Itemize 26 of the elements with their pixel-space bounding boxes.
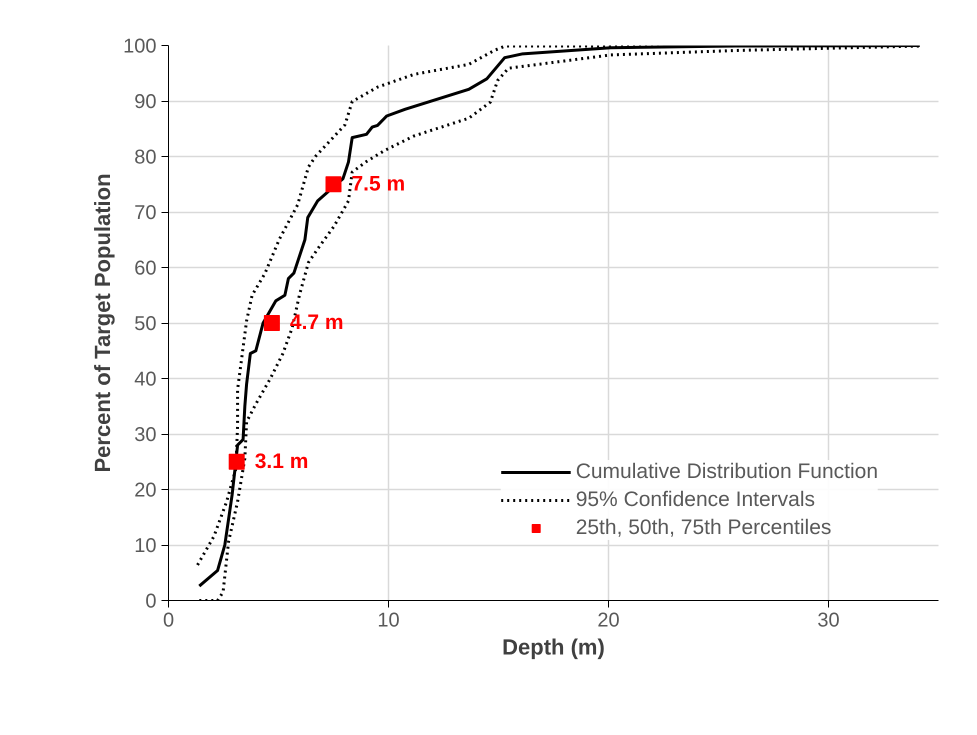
x-axis-title: Depth (m) bbox=[502, 634, 605, 660]
legend-label: 25th, 50th, 75th Percentiles bbox=[576, 516, 832, 540]
y-tick-label: 20 bbox=[134, 480, 157, 502]
y-tick-label: 0 bbox=[145, 590, 156, 612]
legend-label: Cumulative Distribution Function bbox=[576, 460, 878, 484]
annotation: 3.1 m bbox=[254, 450, 308, 473]
y-tick-label: 50 bbox=[134, 313, 157, 335]
annotation: 4.7 m bbox=[290, 311, 344, 334]
point bbox=[326, 176, 342, 192]
y-tick-label: 40 bbox=[134, 368, 157, 390]
y-tick-label: 100 bbox=[123, 36, 157, 58]
y-tick-label: 60 bbox=[134, 258, 157, 280]
point bbox=[228, 454, 245, 470]
y-tick-label: 10 bbox=[134, 535, 157, 557]
annotation: 7.5 m bbox=[352, 172, 406, 196]
x-tick-label: 10 bbox=[377, 610, 400, 632]
x-tick-label: 30 bbox=[817, 610, 840, 632]
x-tick-label: 20 bbox=[597, 610, 620, 632]
y-tick-label: 70 bbox=[134, 202, 157, 224]
point bbox=[264, 315, 280, 331]
y-tick-label: 90 bbox=[134, 91, 157, 113]
y-tick-label: 80 bbox=[134, 146, 157, 168]
y-tick-label: 30 bbox=[134, 424, 157, 446]
y-axis-title: Percent of Target Population bbox=[90, 173, 116, 473]
x-tick-label: 0 bbox=[162, 610, 174, 632]
legend-label: 95% Confidence Intervals bbox=[576, 488, 816, 512]
